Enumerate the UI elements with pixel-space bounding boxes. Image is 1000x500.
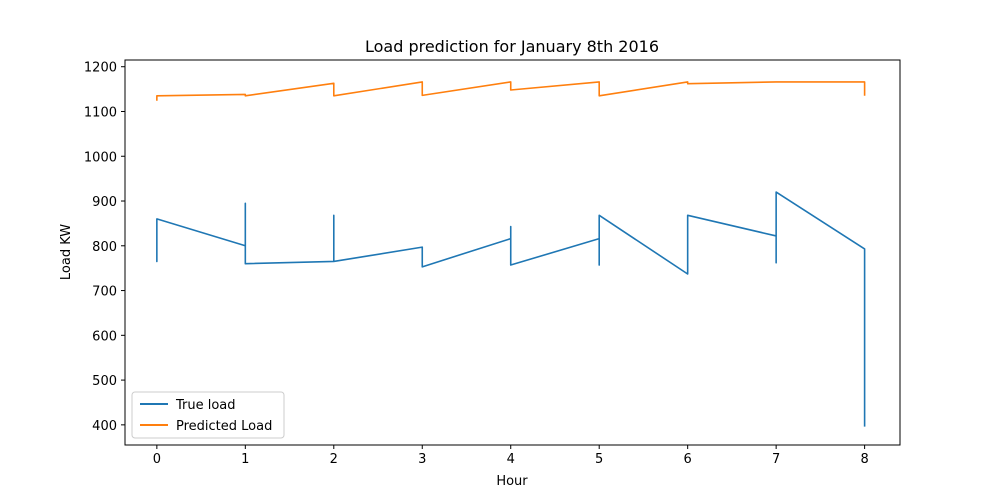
- y-tick-label: 500: [92, 374, 117, 389]
- x-tick-label: 3: [418, 452, 426, 467]
- legend-label-true-load: True load: [175, 398, 236, 413]
- y-axis-ticks: 400 500 600 700 800 900 1000 1100 1200: [84, 61, 125, 434]
- legend-box: [131, 391, 285, 439]
- x-tick-label: 8: [860, 452, 868, 467]
- series-layer: [156, 81, 866, 427]
- x-tick-label: 7: [772, 452, 780, 467]
- plot-area-frame: [124, 59, 901, 446]
- legend-label-predicted-load: Predicted Load: [176, 419, 272, 434]
- y-axis-label: Load KW: [59, 224, 74, 280]
- y-tick-label: 1200: [84, 61, 117, 76]
- y-tick-label: 600: [92, 329, 117, 344]
- x-tick-label: 4: [507, 452, 515, 467]
- series-line-true-load: [156, 191, 866, 427]
- x-tick-label: 0: [153, 452, 161, 467]
- y-tick-label: 800: [92, 240, 117, 255]
- x-tick-label: 1: [241, 452, 249, 467]
- x-axis-label: Hour: [496, 474, 528, 489]
- x-tick-label: 2: [330, 452, 338, 467]
- series-line-predicted-load: [156, 81, 866, 101]
- y-tick-label: 700: [92, 285, 117, 300]
- y-tick-label: 1100: [84, 105, 117, 120]
- y-tick-label: 900: [92, 195, 117, 210]
- x-tick-label: 6: [684, 452, 692, 467]
- x-tick-label: 5: [595, 452, 603, 467]
- chart-title: Load prediction for January 8th 2016: [365, 37, 659, 56]
- y-tick-label: 400: [92, 419, 117, 434]
- legend: True load Predicted Load: [131, 391, 285, 439]
- y-tick-label: 1000: [84, 150, 117, 165]
- x-axis-ticks: 0 1 2 3 4 5 6 7 8: [153, 445, 869, 467]
